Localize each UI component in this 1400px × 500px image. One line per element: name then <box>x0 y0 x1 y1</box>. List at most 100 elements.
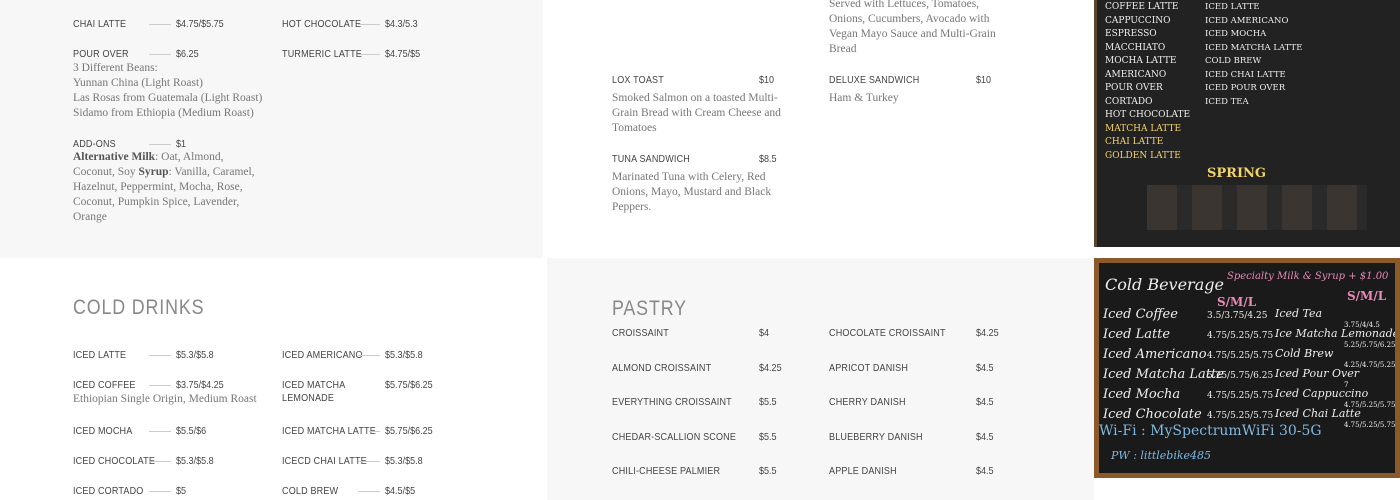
divider <box>149 54 171 55</box>
divider <box>149 355 171 356</box>
section-title: COLD DRINKS <box>73 296 205 319</box>
board-item-price: 4.75/5.25/5.75 <box>1344 401 1396 409</box>
menu-item-price: $5.5 <box>759 396 777 408</box>
menu-item-name: ICED COFFEE <box>73 379 136 391</box>
divider <box>149 144 171 145</box>
board-item-name: Iced Pour Over <box>1275 367 1359 380</box>
board-item: HOT CHOCOLATE <box>1105 110 1191 120</box>
board-item-name: Iced Chocolate <box>1103 407 1202 422</box>
menu-item-name: BLUEBERRY DANISH <box>829 431 923 443</box>
menu-item-price: $4.5/$5 <box>385 485 416 497</box>
menu-item-name: POUR OVER <box>73 48 129 60</box>
board-item: MATCHA LATTE <box>1105 123 1182 134</box>
menu-item-price: $5.3/$5.8 <box>176 349 214 361</box>
board-item: MOCHA LATTE <box>1105 56 1177 66</box>
desc-line: Las Rosas from Guatemala (Light Roast) <box>73 92 263 104</box>
menu-item-name: ALMOND CROISSAINT <box>612 362 712 374</box>
board-item: ICED CHAI LATTE <box>1205 69 1286 80</box>
board-item-price: 4.75/5.25/5.75 <box>1207 411 1274 421</box>
board-item: CHAI LATTE <box>1105 137 1164 147</box>
menu-item-name: ICECD CHAI LATTE <box>282 455 367 467</box>
desc-line: Onions, Cucumbers, Avocado with <box>829 13 990 25</box>
menu-item-price: $5 <box>176 485 187 497</box>
menu-item-price: $10 <box>759 74 775 86</box>
menu-item-price: $5.3/$5.8 <box>176 455 214 467</box>
menu-item-name: ICED CHOCOLATE <box>73 455 156 467</box>
board-item: ICED POUR OVER <box>1205 83 1286 93</box>
menu-item-price: $5.5 <box>759 465 777 477</box>
hot-menu-chalkboard-photo: COFFEE LATTE CAPPUCCINO ESPRESSO MACCHIATO M… <box>1094 0 1400 247</box>
menu-item-desc: Ham & Turkey <box>829 92 899 104</box>
desc-line: Yunnan China (Light Roast) <box>73 77 203 89</box>
board-item: COLD BREW <box>1205 56 1262 66</box>
menu-item-name: CHILI-CHEESE PALMIER <box>612 465 721 477</box>
desc-line: Bread <box>829 43 857 55</box>
menu-item-name: HOT CHOCOLATE <box>282 18 362 30</box>
board-item: ICED MATCHA LATTE <box>1205 42 1303 53</box>
divider <box>149 431 171 432</box>
board-item-price: 4.25/4.75/5.25 <box>1344 361 1396 369</box>
menu-item-price: $5.75/$6.25 <box>385 379 433 391</box>
desc-line: Sidamo from Ethiopia (Medium Roast) <box>73 107 254 119</box>
board-item-price: 4.75/5.25/5.75 <box>1207 391 1274 401</box>
menu-item-desc: Marinated Tuna with Celery, Red Onions, … <box>612 171 772 213</box>
board-item-name: Iced Matcha Latte <box>1103 367 1224 382</box>
board-item-price: 4.75/5.25/5.75 <box>1207 351 1274 361</box>
menu-item-desc: Alternative Milk: Oat, Almond, Coconut, … <box>73 150 258 225</box>
board-item: ESPRESSO <box>1105 29 1157 39</box>
menu-item-name: ICED CORTADO <box>73 485 144 497</box>
divider <box>358 491 380 492</box>
desc-line: Served with Lettuces, Tomatoes, <box>829 0 980 10</box>
board-item: AMERICANO <box>1105 69 1167 80</box>
board-item: CORTADO <box>1105 96 1153 107</box>
hot-drinks-panel <box>0 0 543 258</box>
menu-item-price: $4.75/$5.75 <box>176 18 224 30</box>
menu-item-price: $4.25 <box>976 327 999 339</box>
menu-item-name: APRICOT DANISH <box>829 362 909 374</box>
divider <box>358 54 380 55</box>
desc-line: 3 Different Beans: <box>73 62 158 74</box>
board-item: POUR OVER <box>1105 83 1163 93</box>
menu-item-price: $6.25 <box>176 48 199 60</box>
menu-item-desc: 3 Different Beans: Yunnan China (Light R… <box>73 61 262 121</box>
menu-item-price: $3.75/$4.25 <box>176 379 224 391</box>
divider <box>149 24 171 25</box>
menu-item-name: CROISSAINT <box>612 327 669 339</box>
menu-item-name: CHOCOLATE CROISSAINT <box>829 327 946 339</box>
board-specialty: Specialty Milk & Syrup + $1.00 <box>1227 271 1389 282</box>
menu-item-price: $4.5 <box>976 362 994 374</box>
divider <box>358 24 380 25</box>
menu-item-price: $5.3/$5.8 <box>385 349 423 361</box>
board-item-price: 3.75/4/4.5 <box>1344 321 1380 329</box>
drink-drawings <box>1147 185 1367 230</box>
board-item-price: 3.5/3.75/4.25 <box>1207 311 1268 321</box>
menu-item-desc: Ethiopian Single Origin, Medium Roast <box>73 393 257 405</box>
divider <box>149 461 171 462</box>
menu-item-price: $5.3/$5.8 <box>385 455 423 467</box>
menu-item-name: ICED MOCHA <box>73 425 133 437</box>
sandwich-panel <box>543 0 1094 258</box>
board-item: ICED AMERICANO <box>1205 15 1289 26</box>
menu-item-price: $4.5 <box>976 431 994 443</box>
menu-item-name: APPLE DANISH <box>829 465 897 477</box>
desc-text: : Vanilla, Caramel, Hazelnut, Peppermint… <box>73 166 255 223</box>
board-item: ICED LATTE <box>1205 2 1260 12</box>
board-item-price: 4.75/5.25/5.75 <box>1344 421 1396 429</box>
menu-item-name: LOX TOAST <box>612 74 664 86</box>
desc-bold: Alternative Milk <box>73 151 156 163</box>
divider <box>369 431 380 432</box>
menu-item-desc: Smoked Salmon on a toasted Multi-Grain B… <box>612 92 781 134</box>
menu-item-name: CHERRY DANISH <box>829 396 906 408</box>
board-wifi: Wi-Fi : MySpectrumWiFi 30-5G <box>1099 423 1322 439</box>
desc-bold: Syrup <box>138 166 169 178</box>
board-item-price: 5.25/5.75/6.25 <box>1207 371 1274 381</box>
menu-item-desc: Served with Lettuces, Tomatoes, Onions, … <box>829 0 996 57</box>
menu-item-price: $10 <box>976 74 992 86</box>
menu-item-price: $4.3/5.3 <box>385 18 418 30</box>
board-item-price: 7 <box>1344 381 1349 389</box>
menu-item-name: CHEDAR-SCALLION SCONE <box>612 431 737 443</box>
menu-item-price: $5.5/$6 <box>176 425 207 437</box>
board-sizes: S/M/L <box>1217 295 1257 309</box>
menu-item-name: EVERYTHING CROISSAINT <box>612 396 732 408</box>
board-item-name: Iced Americano <box>1103 347 1207 362</box>
